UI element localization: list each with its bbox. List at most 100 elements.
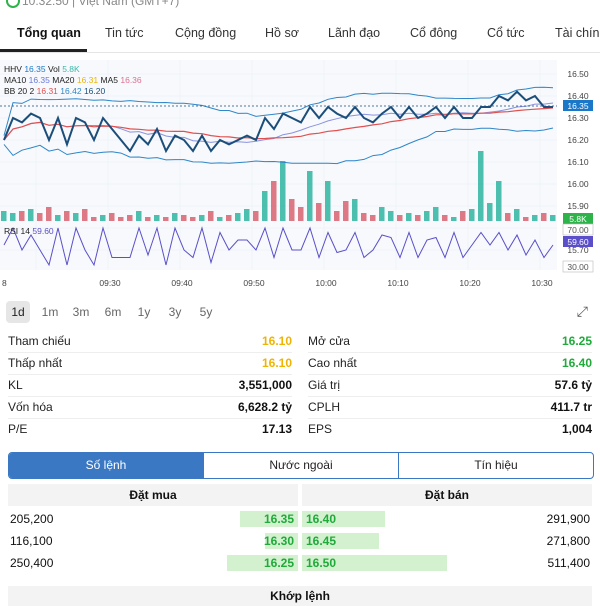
stat-value-high: 16.40 (561, 356, 592, 370)
matched-orders-header: Khớp lệnh (8, 586, 592, 606)
volume-bar (388, 211, 394, 221)
orderbook-segment: Số lệnh Nước ngoài Tín hiệu (8, 452, 594, 479)
volume-bar (523, 217, 529, 221)
volume-bar (415, 215, 421, 221)
volume-bar (262, 191, 268, 221)
tab-dividends[interactable]: Cổ tức (487, 26, 525, 40)
tab-shareholders[interactable]: Cổ đông (410, 26, 458, 40)
range-1y[interactable]: 1y (137, 305, 151, 319)
stat-label-high: Cao nhất (308, 356, 357, 370)
volume-bar (109, 213, 115, 221)
volume-bar (343, 201, 349, 221)
volume-bar (460, 211, 466, 221)
volume-bar (271, 181, 277, 221)
price-line (3, 90, 553, 154)
range-5y[interactable]: 5y (199, 305, 213, 319)
stat-label-eps: EPS (308, 422, 333, 436)
divider (8, 418, 292, 419)
rsi-30-tag-text: 30.00 (567, 262, 589, 272)
volume-bar (361, 213, 367, 221)
segment-orders[interactable]: Số lệnh (9, 453, 204, 478)
tab-overview[interactable]: Tổng quan (17, 26, 81, 40)
stat-value-value: 57.6 tỷ (554, 378, 592, 392)
volume-bar (298, 207, 304, 221)
tab-community[interactable]: Cộng đồng (175, 26, 237, 40)
rsi-value-tag-text: 59.60 (567, 237, 589, 247)
volume-bar (154, 215, 160, 221)
volume-bar (136, 211, 142, 221)
volume-bar (235, 213, 241, 221)
buy-depth-bar (226, 555, 298, 571)
volume-bar (514, 209, 520, 221)
time-tick-label: 10:20 (459, 278, 481, 288)
range-1m[interactable]: 1m (41, 305, 59, 319)
volume-tag (563, 213, 593, 224)
range-6m[interactable]: 6m (104, 305, 122, 319)
legend-row-1: HHV 16.35 Vol 5.8K (4, 64, 80, 74)
volume-bar (325, 181, 331, 221)
stat-value-shares: 411.7 tr (550, 400, 592, 414)
price-tick-label: 16.50 (567, 69, 589, 79)
chart-plot-area (0, 60, 557, 270)
time-tick-label: 09:40 (171, 278, 193, 288)
volume-tag-text: 5.8K (569, 214, 587, 224)
ma20-line (3, 107, 554, 141)
volume-bar (37, 213, 43, 221)
segment-signals[interactable]: Tín hiệu (474, 458, 518, 472)
price-tick-label: 16.10 (567, 157, 589, 167)
range-1d[interactable]: 1d (6, 301, 30, 323)
volume-bar (199, 215, 205, 221)
volume-bar (91, 217, 97, 221)
price-tick-label: 16.00 (567, 179, 589, 189)
segment-foreign[interactable]: Nước ngoài (204, 453, 399, 478)
volume-bar (397, 215, 403, 221)
price-tick-label: 16.30 (567, 113, 589, 123)
stat-label-reference: Tham chiếu (8, 334, 71, 348)
chart-gridlines (0, 60, 557, 270)
volume-bar (478, 151, 484, 221)
sell-depth-bar (302, 511, 385, 527)
volume-bar (145, 217, 151, 221)
market-status-icon (6, 0, 20, 8)
orderbook-row: 205,200 16.35 16.40 291,900 (0, 508, 600, 530)
buy-price[interactable]: 16.35 (263, 512, 294, 526)
buy-price[interactable]: 16.30 (263, 534, 294, 548)
buy-price[interactable]: 16.25 (263, 556, 294, 570)
tab-profile[interactable]: Hồ sơ (265, 26, 299, 40)
current-price-tag-text: 16.35 (567, 101, 589, 111)
divider (308, 396, 592, 397)
volume-bar (505, 213, 511, 221)
time-tick-label: 09:30 (99, 278, 121, 288)
sell-price[interactable]: 16.40 (306, 512, 337, 526)
price-tick-label: 16.40 (567, 91, 589, 101)
buy-depth-bar (240, 511, 298, 527)
volume-bar (226, 215, 232, 221)
tab-financials[interactable]: Tài chính (555, 26, 600, 40)
volume-bar (433, 207, 439, 221)
rsi-70-tag-text: 70.00 (567, 225, 589, 235)
current-price-tag (563, 100, 593, 111)
sell-price[interactable]: 16.50 (306, 556, 337, 570)
volume-bar (379, 207, 385, 221)
stat-label-value: Giá trị (308, 378, 341, 392)
stat-label-open: Mở cửa (308, 334, 350, 348)
volume-bar (46, 207, 52, 221)
range-selector: 1d 1m 3m 6m 1y 3y 5y ⤢ (0, 300, 600, 324)
volume-bar (100, 215, 106, 221)
expand-icon[interactable]: ⤢ (576, 303, 588, 319)
range-3m[interactable]: 3m (72, 305, 90, 319)
time-tick-label: 10:30 (531, 278, 553, 288)
tab-news[interactable]: Tin tức (105, 26, 144, 40)
rsi-70-tag (562, 223, 594, 236)
stat-value-open: 16.25 (561, 334, 592, 348)
price-chart[interactable]: HHV 16.35 Vol 5.8K MA10 16.35 MA20 16.31… (0, 58, 600, 290)
volume-bar (316, 203, 322, 221)
tab-leadership[interactable]: Lãnh đạo (328, 26, 381, 40)
divider (8, 374, 292, 375)
range-3y[interactable]: 3y (168, 305, 182, 319)
sell-price[interactable]: 16.45 (306, 534, 337, 548)
legend-row-3: BB 20 2 16.31 16.42 16.20 (4, 86, 105, 96)
divider (308, 374, 592, 375)
volume-bar (370, 215, 376, 221)
sell-header: Đặt bán (302, 484, 592, 506)
